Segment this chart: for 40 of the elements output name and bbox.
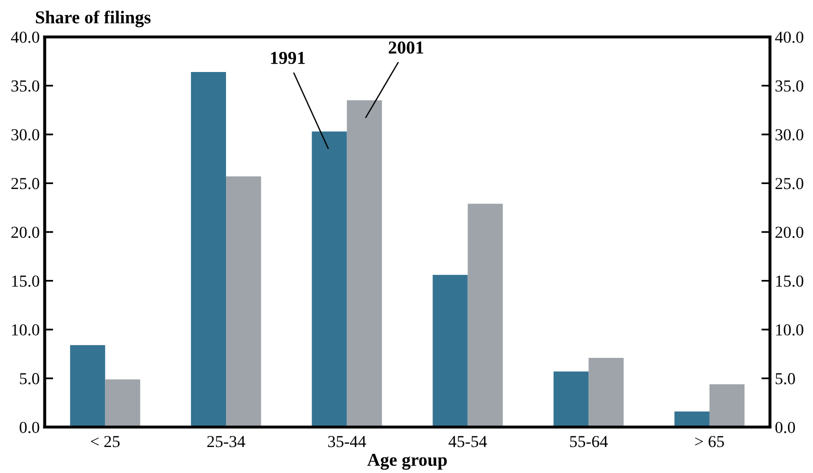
y-axis-title: Share of filings: [36, 10, 151, 28]
bar: [70, 345, 106, 428]
x-tick-label: > 65: [695, 436, 724, 448]
y-tick-label: 35.0: [11, 80, 40, 92]
text: 2001: [388, 41, 424, 54]
y-tick-label: 25.0: [11, 178, 40, 190]
bar: [588, 358, 624, 428]
y2-tick-label: 10.0: [776, 324, 804, 336]
y-tick-label: 40.0: [11, 32, 40, 43]
bar: [432, 274, 468, 428]
y2-tick-label: 0.0: [775, 422, 795, 434]
x-tick-label: 35-44: [328, 436, 366, 448]
bar: [226, 176, 262, 428]
bar: [674, 412, 710, 428]
y2-tick-label: 20.0: [776, 226, 804, 238]
bar: [554, 372, 589, 428]
x-tick-label: < 25: [90, 436, 120, 448]
bar: [468, 204, 503, 428]
y-tick-label: 10.0: [12, 324, 40, 336]
bar: [346, 100, 382, 428]
y2-tick-label: 25.0: [776, 178, 804, 190]
y2-tick-label: 5.0: [776, 373, 795, 384]
x-tick-label: 55-64: [570, 436, 608, 448]
bar: [105, 379, 140, 428]
y2-tick-label: 35.0: [776, 80, 804, 92]
text: 1991: [271, 52, 305, 64]
x-tick-label: 25-34: [207, 436, 246, 448]
bar: [190, 72, 226, 428]
y-tick-label: 0.0: [20, 422, 40, 434]
x-tick-label: 45-54: [448, 436, 487, 448]
bar: [709, 384, 745, 428]
x-axis-title: Age group: [367, 454, 447, 470]
y2-tick-label: 15.0: [776, 275, 804, 287]
y-tick-label: 30.0: [11, 129, 40, 140]
y-tick-label: 15.0: [12, 275, 40, 287]
bar: [312, 132, 347, 428]
y-tick-label: 20.0: [11, 226, 40, 238]
y2-tick-label: 40.0: [775, 32, 804, 43]
y2-tick-label: 30.0: [776, 129, 804, 140]
y-tick-label: 5.0: [20, 373, 40, 384]
